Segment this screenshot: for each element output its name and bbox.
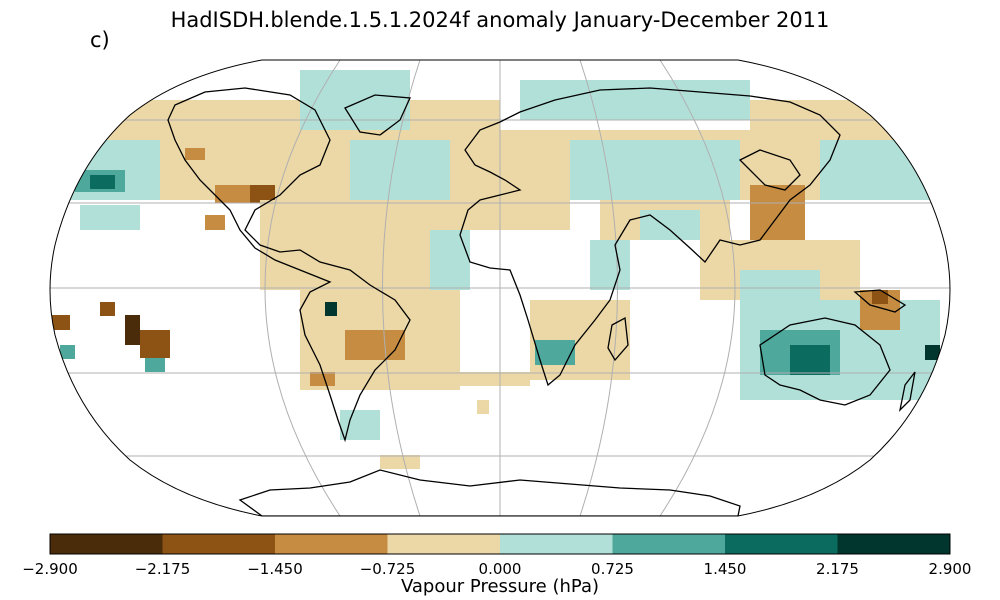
anomaly-cell-alaska-max: [90, 175, 115, 189]
anomaly-cell-pacific-s5: [60, 345, 75, 359]
coast-new-guinea: [853, 289, 907, 313]
anomaly-cell-south-africa: [535, 340, 575, 365]
gridline-120w: [264, 60, 341, 516]
colorbar-tick-label: 1.450: [703, 560, 747, 578]
anomaly-cell-amazon-max: [325, 302, 337, 316]
anomaly-cell-west-africa: [430, 230, 470, 290]
gridline-60e: [579, 60, 618, 516]
colorbar-swatch-8: [837, 534, 950, 554]
colorbar-swatch-6: [612, 534, 725, 554]
colorbar-label: Vapour Pressure (hPa): [400, 576, 600, 597]
coast-americas: [167, 87, 411, 443]
anomaly-cell-us-west-strong: [250, 185, 275, 203]
anomaly-cell-sahara: [450, 200, 570, 230]
anomaly-cell-new-guinea-strong: [872, 290, 888, 304]
anomaly-layer: [50, 70, 940, 469]
anomaly-cell-se-asia: [740, 270, 820, 300]
anomaly-cell-east-africa: [590, 240, 630, 290]
colorbar-swatch-1: [50, 534, 163, 554]
coastlines: [167, 87, 916, 516]
coast-japan-korea: [738, 149, 801, 191]
panel-label: c): [90, 28, 110, 52]
anomaly-cell-australia-max: [790, 345, 830, 375]
colorbar-swatch-2: [162, 534, 275, 554]
anomaly-cell-brazil: [345, 330, 405, 360]
colorbar: [49, 533, 951, 555]
coast-eurasia-africa: [459, 87, 841, 387]
coast-new-zealand: [898, 371, 916, 412]
gridline-60w: [382, 60, 421, 516]
anomaly-cell-pacific-s2: [100, 302, 115, 316]
anomaly-cell-central-asia: [570, 140, 740, 200]
globe-outline: [49, 59, 951, 517]
colorbar-swatch-4: [387, 534, 500, 554]
coast-australia: [759, 317, 891, 406]
anomaly-cell-antarctic-peninsula: [380, 455, 420, 469]
colorbar-tick-label: −2.900: [22, 560, 78, 578]
anomaly-cell-pacific-n: [80, 205, 140, 230]
anomaly-cell-pacific-se-max: [925, 345, 940, 360]
colorbar-tick-label: 0.000: [478, 560, 522, 578]
coast-madagascar: [607, 316, 629, 362]
anomaly-cell-south-atlantic-island: [477, 400, 489, 414]
gridline-120e: [659, 60, 736, 516]
anomaly-cell-pacific-s6: [145, 358, 165, 372]
anomaly-band-americas-tropics: [260, 200, 460, 290]
colorbar-tick-label: −2.175: [134, 560, 191, 578]
colorbar-swatch-3: [275, 534, 388, 554]
anomaly-cell-canada: [185, 148, 205, 160]
figure-title: HadISDH.blende.1.5.1.2024f anomaly Janua…: [170, 8, 830, 32]
anomaly-cell-pacific-s3: [125, 315, 140, 345]
anomaly-cell-pacific-s4: [140, 330, 170, 358]
colorbar-tick-label: −1.450: [247, 560, 303, 578]
colorbar-frame: [49, 533, 951, 555]
anomaly-cell-mexico: [205, 215, 225, 230]
colorbar-swatch-5: [500, 534, 613, 554]
colorbar-tick-label: −0.725: [359, 560, 416, 578]
anomaly-cell-siberia: [520, 80, 750, 120]
anomaly-cell-atlantic: [350, 140, 450, 200]
anomaly-cell-china: [750, 185, 805, 245]
anomaly-cell-pacific-s1: [50, 315, 70, 330]
graticule: [50, 60, 950, 516]
colorbar-swatch-7: [725, 534, 838, 554]
anomaly-cell-south-atlantic: [460, 372, 530, 386]
anomaly-cell-arabia: [640, 210, 700, 240]
anomaly-cell-east-siberia: [820, 140, 930, 200]
coast-greenland: [344, 94, 411, 136]
colorbar-tick-label: 2.900: [928, 560, 972, 578]
coast-antarctica: [238, 469, 741, 516]
colorbar-tick-label: 2.175: [816, 560, 859, 578]
colorbar-tick-label: 0.725: [591, 560, 634, 578]
anomaly-cell-patagonia: [310, 372, 335, 386]
